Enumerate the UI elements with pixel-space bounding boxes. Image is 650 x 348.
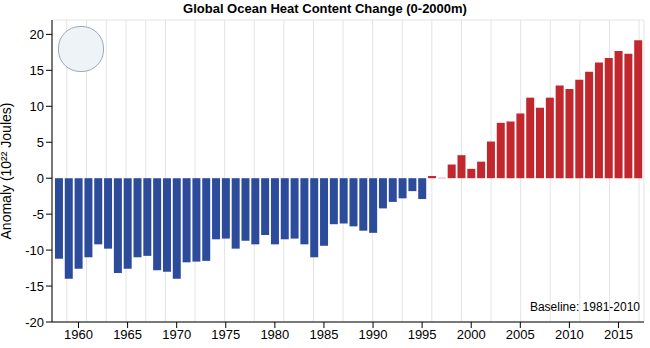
svg-text:1980: 1980 — [260, 327, 289, 342]
svg-text:2010: 2010 — [555, 327, 584, 342]
svg-text:5: 5 — [37, 135, 44, 150]
svg-text:Anomaly (10²² Joules): Anomaly (10²² Joules) — [8, 103, 14, 240]
svg-text:15: 15 — [30, 63, 44, 78]
svg-text:1965: 1965 — [113, 327, 142, 342]
html-text:Global Ocean Heat Content Chan: Global Ocean Heat Content Change (0-2000… — [183, 1, 467, 16]
svg-text:2000: 2000 — [457, 327, 486, 342]
svg-text:2015: 2015 — [604, 327, 633, 342]
svg-text:1990: 1990 — [359, 327, 388, 342]
svg-text:-15: -15 — [25, 279, 44, 294]
svg-text:1995: 1995 — [408, 327, 437, 342]
svg-text:-20: -20 — [25, 315, 44, 330]
svg-text:10: 10 — [30, 99, 44, 114]
svg-text:0: 0 — [37, 171, 44, 186]
svg-text:-5: -5 — [32, 207, 44, 222]
svg-text:1975: 1975 — [211, 327, 240, 342]
svg-text:1985: 1985 — [309, 327, 338, 342]
svg-text:20: 20 — [30, 27, 44, 42]
svg-text:-10: -10 — [25, 243, 44, 258]
svg-text:1960: 1960 — [64, 327, 93, 342]
html-text:Baseline: 1981-2010: Baseline: 1981-2010 — [529, 300, 640, 314]
svg-text:2005: 2005 — [506, 327, 535, 342]
svg-text:1970: 1970 — [162, 327, 191, 342]
